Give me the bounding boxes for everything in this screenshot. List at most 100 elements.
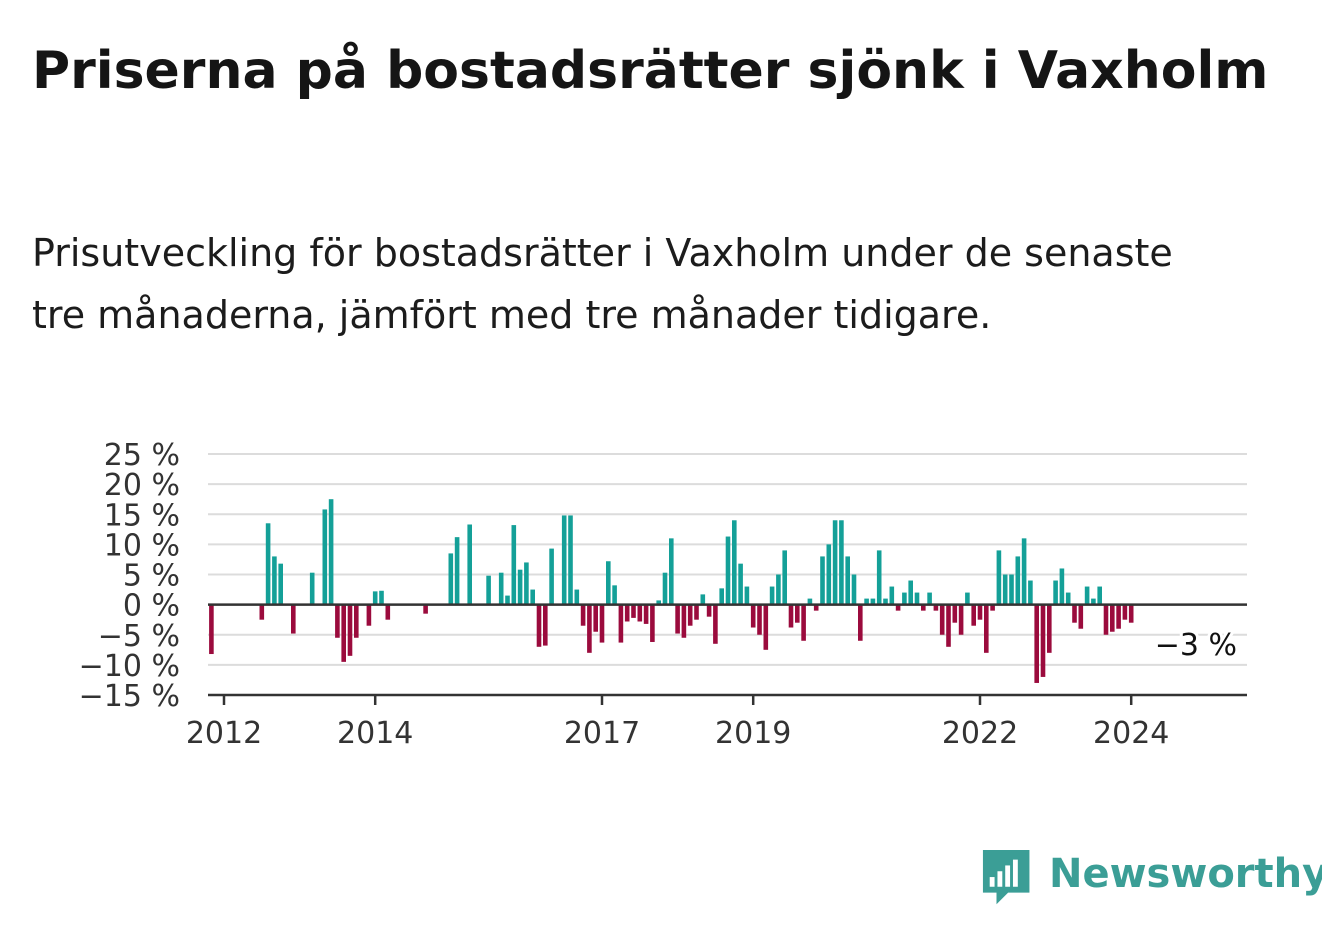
axis-labels: 25 %20 %15 %10 %5 %0 %−5 %−10 %−15 %2012… bbox=[79, 438, 1240, 751]
bar bbox=[933, 604, 939, 611]
bar bbox=[1002, 574, 1008, 605]
bar bbox=[637, 604, 643, 622]
bar bbox=[669, 538, 674, 605]
bar bbox=[1053, 580, 1058, 605]
bar bbox=[587, 604, 592, 653]
bar bbox=[385, 604, 391, 620]
bar bbox=[1009, 574, 1014, 605]
bar bbox=[782, 550, 787, 605]
bar bbox=[795, 604, 800, 623]
bar bbox=[467, 524, 472, 605]
bar bbox=[1015, 556, 1021, 605]
bar bbox=[807, 598, 813, 605]
bar bbox=[895, 604, 901, 611]
bar bbox=[366, 604, 372, 626]
y-tick-label: −5 % bbox=[98, 619, 180, 654]
bar bbox=[750, 604, 756, 628]
bar bbox=[379, 590, 384, 605]
bar bbox=[858, 604, 863, 641]
bar bbox=[448, 553, 454, 605]
bar bbox=[832, 520, 838, 605]
x-tick-label: 2024 bbox=[1093, 716, 1169, 751]
bar bbox=[977, 604, 983, 620]
bar bbox=[599, 604, 605, 643]
bar bbox=[265, 523, 271, 605]
bar bbox=[965, 592, 970, 605]
bar bbox=[335, 604, 340, 638]
bar bbox=[1103, 604, 1109, 635]
bar bbox=[845, 556, 850, 605]
bar bbox=[1116, 604, 1121, 629]
bar bbox=[618, 604, 624, 643]
bar bbox=[643, 604, 649, 624]
bar bbox=[568, 515, 573, 605]
bars bbox=[209, 499, 1134, 683]
y-tick-label: 25 % bbox=[104, 438, 180, 473]
bar bbox=[593, 604, 598, 632]
bar bbox=[291, 604, 296, 634]
bar bbox=[524, 562, 529, 605]
bar bbox=[725, 536, 731, 605]
bar bbox=[341, 604, 346, 662]
bar bbox=[769, 586, 775, 605]
bar bbox=[1047, 604, 1052, 653]
y-tick-label: 5 % bbox=[123, 559, 180, 594]
bar bbox=[1034, 604, 1039, 683]
bar bbox=[1097, 586, 1102, 605]
bar bbox=[681, 604, 687, 638]
bar bbox=[272, 556, 277, 605]
bar bbox=[732, 520, 737, 605]
y-tick-label: −15 % bbox=[79, 679, 180, 714]
bar bbox=[851, 574, 857, 605]
bar-chart: 25 %20 %15 %10 %5 %0 %−5 %−10 %−15 %2012… bbox=[79, 438, 1247, 751]
bar bbox=[876, 550, 882, 605]
bar bbox=[278, 563, 283, 605]
bar bbox=[939, 604, 945, 635]
bar bbox=[883, 598, 888, 605]
x-tick-label: 2014 bbox=[337, 716, 413, 751]
last-value-label: −3 % bbox=[1155, 628, 1237, 663]
bar bbox=[927, 592, 932, 605]
bar bbox=[813, 604, 819, 611]
bar bbox=[1091, 598, 1096, 605]
bar bbox=[656, 600, 661, 605]
bar bbox=[776, 574, 781, 605]
bar bbox=[687, 604, 693, 626]
bar bbox=[631, 604, 636, 618]
bar bbox=[1040, 604, 1046, 677]
bar bbox=[1122, 604, 1128, 620]
bar bbox=[744, 586, 750, 605]
bar bbox=[719, 588, 724, 605]
bar bbox=[1028, 580, 1033, 605]
bar bbox=[990, 604, 995, 611]
bar bbox=[1084, 586, 1090, 605]
bar-chart-speech-bubble-icon bbox=[982, 849, 1030, 905]
bar bbox=[870, 598, 876, 605]
bar bbox=[549, 548, 554, 605]
bar bbox=[738, 563, 743, 605]
bar bbox=[662, 572, 668, 605]
bar bbox=[694, 604, 699, 620]
bar bbox=[675, 604, 680, 634]
bar bbox=[1021, 538, 1027, 605]
bar bbox=[347, 604, 353, 656]
axes bbox=[208, 603, 1247, 705]
bar bbox=[454, 537, 460, 605]
y-tick-label: 15 % bbox=[104, 498, 180, 533]
bar bbox=[952, 604, 958, 623]
bar bbox=[757, 604, 762, 635]
x-tick-label: 2017 bbox=[564, 716, 640, 751]
bar bbox=[580, 604, 586, 626]
brand-name: Newsworthy bbox=[1049, 851, 1322, 897]
bar bbox=[322, 509, 328, 605]
bar bbox=[971, 604, 976, 626]
x-tick-label: 2019 bbox=[715, 716, 791, 751]
bar bbox=[839, 520, 844, 605]
bar bbox=[574, 589, 580, 605]
x-tick-label: 2012 bbox=[186, 716, 262, 751]
bar bbox=[984, 604, 989, 653]
bar bbox=[958, 604, 964, 635]
bar bbox=[826, 544, 832, 605]
bar bbox=[1059, 568, 1065, 605]
bar bbox=[902, 592, 907, 605]
